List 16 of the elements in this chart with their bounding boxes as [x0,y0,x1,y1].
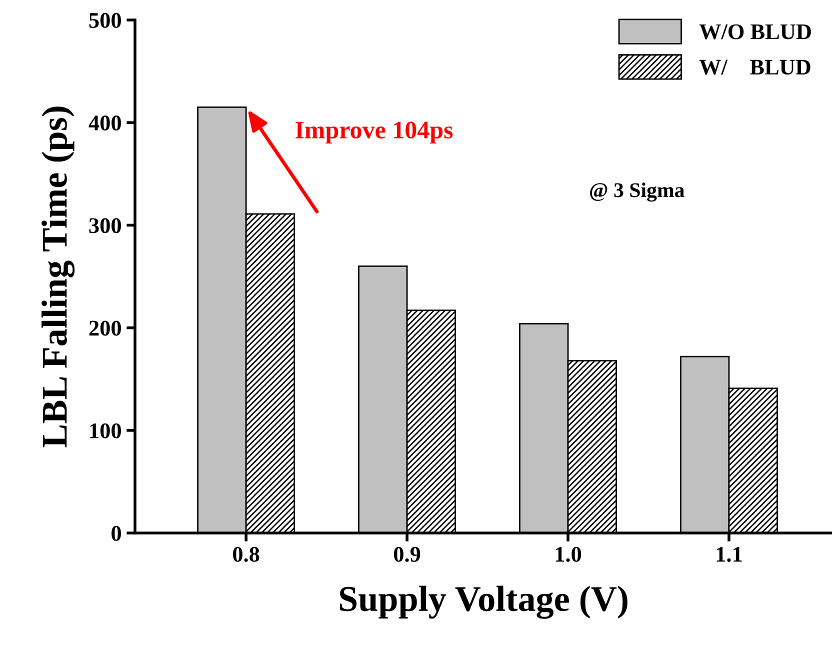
y-tick-label: 200 [89,320,121,336]
annotation: Improve 104ps [296,122,453,144]
y-tick-label: 400 [88,116,121,131]
x-axis-title: Supply Voltage (V) [340,586,628,619]
annotation: @ 3 Sigma [590,182,684,202]
legend-label: W/ BLUD [699,60,810,75]
y-axis-title: LBL Falling Time (ps) [42,106,75,448]
x-tick-label: 1.1 [716,546,742,562]
y-tick-label: 300 [89,218,121,234]
y-tick-label: 100 [90,423,121,438]
y-tick-label: 500 [89,12,121,28]
x-tick-label: 0.9 [394,546,420,562]
x-tick-label: 1.0 [556,546,582,562]
y-tick-label: 0 [112,526,121,541]
x-tick-label: 0.8 [233,546,260,562]
legend-label: W/O BLUD [699,24,811,40]
